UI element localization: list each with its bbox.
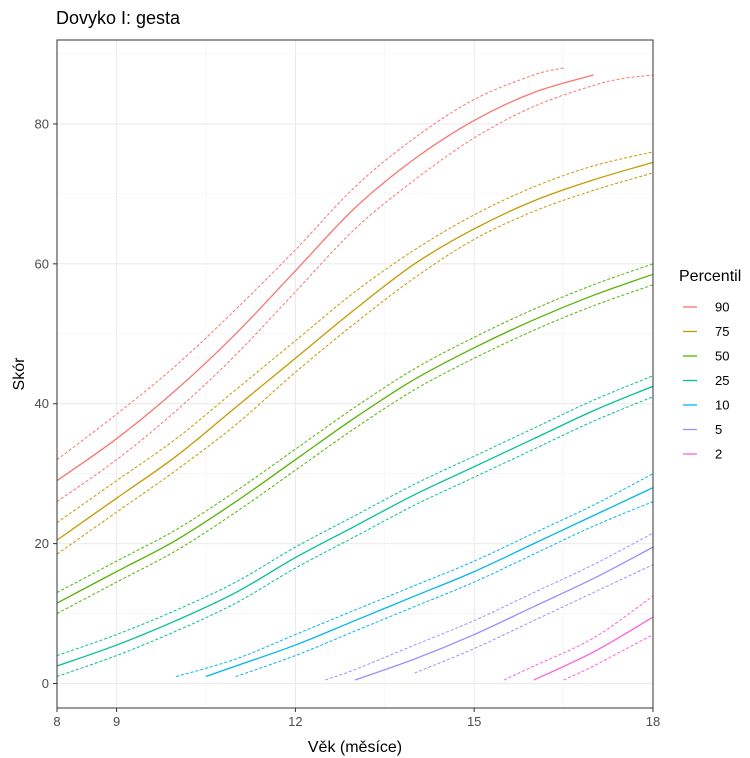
series-2-upper-band bbox=[503, 595, 654, 681]
legend-title: Percentil bbox=[679, 268, 741, 285]
series-75-upper-band bbox=[56, 151, 654, 524]
y-tick-label: 60 bbox=[35, 256, 49, 271]
y-tick-label: 40 bbox=[35, 396, 49, 411]
x-axis-ticks: 8 9 12 15 18 bbox=[53, 708, 660, 729]
series-2-line bbox=[533, 616, 654, 681]
series-90-lower-band bbox=[56, 74, 654, 503]
legend-label-50: 50 bbox=[715, 349, 729, 364]
series-50-line bbox=[56, 273, 654, 604]
series-2 bbox=[503, 595, 654, 681]
y-axis-label: Skór bbox=[11, 357, 28, 391]
series-90-upper-band bbox=[56, 67, 564, 461]
series-25-line bbox=[56, 385, 654, 667]
series-5 bbox=[325, 532, 654, 681]
legend-label-90: 90 bbox=[715, 300, 729, 315]
series-10-lower-band bbox=[235, 501, 654, 677]
x-tick-label: 15 bbox=[467, 714, 481, 729]
series-50 bbox=[56, 263, 654, 615]
x-tick-label: 9 bbox=[113, 714, 120, 729]
plot-border bbox=[56, 39, 654, 709]
series-50-lower-band bbox=[56, 284, 654, 615]
series-75-line bbox=[56, 161, 654, 541]
x-tick-label: 12 bbox=[288, 714, 302, 729]
series-10-line bbox=[205, 487, 654, 678]
legend-label-10: 10 bbox=[715, 398, 729, 413]
series-25-lower-band bbox=[56, 396, 654, 677]
x-axis-label: Věk (měsíce) bbox=[308, 739, 402, 756]
series-10-upper-band bbox=[176, 473, 654, 677]
series-75 bbox=[56, 151, 654, 555]
legend-label-75: 75 bbox=[715, 324, 729, 339]
y-tick-label: 80 bbox=[35, 116, 49, 131]
series-5-line bbox=[354, 546, 654, 681]
series-90-line bbox=[56, 74, 594, 482]
series-90 bbox=[56, 67, 654, 503]
legend-label-2: 2 bbox=[715, 447, 722, 462]
series-25 bbox=[56, 375, 654, 677]
series-75-lower-band bbox=[56, 172, 654, 555]
series-5-upper-band bbox=[325, 532, 654, 681]
series-50-upper-band bbox=[56, 263, 654, 594]
legend: Percentil 90 75 50 25 10 5 2 bbox=[679, 268, 741, 462]
series-10 bbox=[176, 473, 654, 678]
y-tick-label: 20 bbox=[35, 536, 49, 551]
legend-label-5: 5 bbox=[715, 422, 722, 437]
y-axis-ticks: 0 20 40 60 80 bbox=[35, 116, 57, 691]
series-25-upper-band bbox=[56, 375, 654, 657]
series-2-lower-band bbox=[563, 634, 654, 681]
chart-title: Dovyko I: gesta bbox=[56, 8, 181, 28]
x-tick-label: 18 bbox=[646, 714, 660, 729]
x-tick-label: 8 bbox=[53, 714, 60, 729]
series-5-lower-band bbox=[414, 564, 654, 674]
legend-label-25: 25 bbox=[715, 373, 729, 388]
series-layer bbox=[56, 67, 654, 681]
y-tick-label: 0 bbox=[42, 676, 49, 691]
